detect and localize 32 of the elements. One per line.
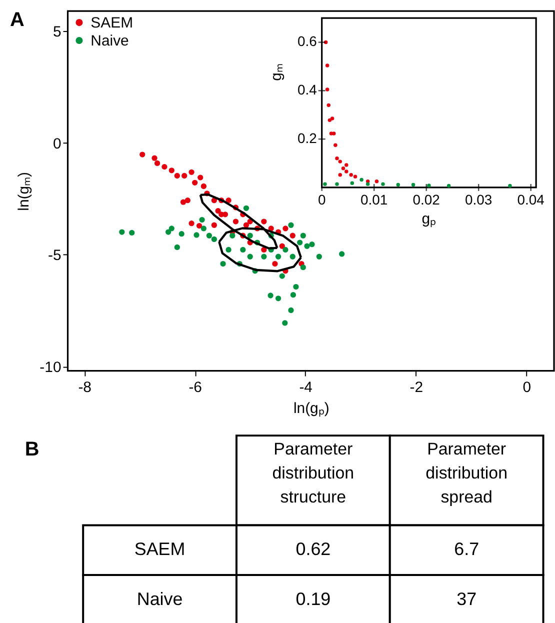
y-tick-label: 0.2 (297, 130, 318, 146)
x-axis-title: gₚ (422, 210, 436, 228)
category-label: SAEM (134, 539, 186, 560)
x-tick-label: -8 (78, 379, 92, 396)
x-tick-label: -6 (188, 379, 202, 396)
y-tick-label: 0.4 (297, 82, 318, 98)
x-tick-label: -2 (410, 379, 424, 396)
x-axis-title: ln(gₚ) (293, 400, 330, 418)
legend-label: SAEM (90, 14, 134, 32)
x-tick-label: 0 (522, 379, 532, 396)
x-tick-label: 0.03 (465, 191, 492, 208)
legend-label: Naive (90, 32, 129, 50)
y-tick-label: -5 (48, 247, 62, 264)
x-tick-label: -4 (299, 379, 312, 396)
y-tick-label: 5 (52, 24, 62, 41)
category-label: Parameter distribution spread (426, 439, 508, 506)
text: 6.7 (454, 539, 480, 560)
text: B (24, 438, 40, 460)
y-tick-label: 0.6 (297, 33, 318, 50)
chart-title: A (10, 9, 24, 32)
x-tick-label: 0.04 (517, 191, 545, 208)
text: 0.62 (296, 539, 331, 560)
x-tick-label: 0.01 (360, 191, 388, 208)
y-tick-label: -10 (40, 358, 62, 376)
category-label: Parameter distribution structure (272, 439, 354, 506)
text: 0.19 (296, 588, 331, 609)
y-axis-title: ln(gₘ) (16, 172, 33, 211)
y-tick-label: 0 (52, 135, 62, 152)
y-axis-title: gₘ (268, 64, 285, 81)
text: 37 (456, 588, 477, 609)
x-tick-label: 0.02 (412, 191, 440, 208)
category-label: Naive (136, 588, 183, 609)
